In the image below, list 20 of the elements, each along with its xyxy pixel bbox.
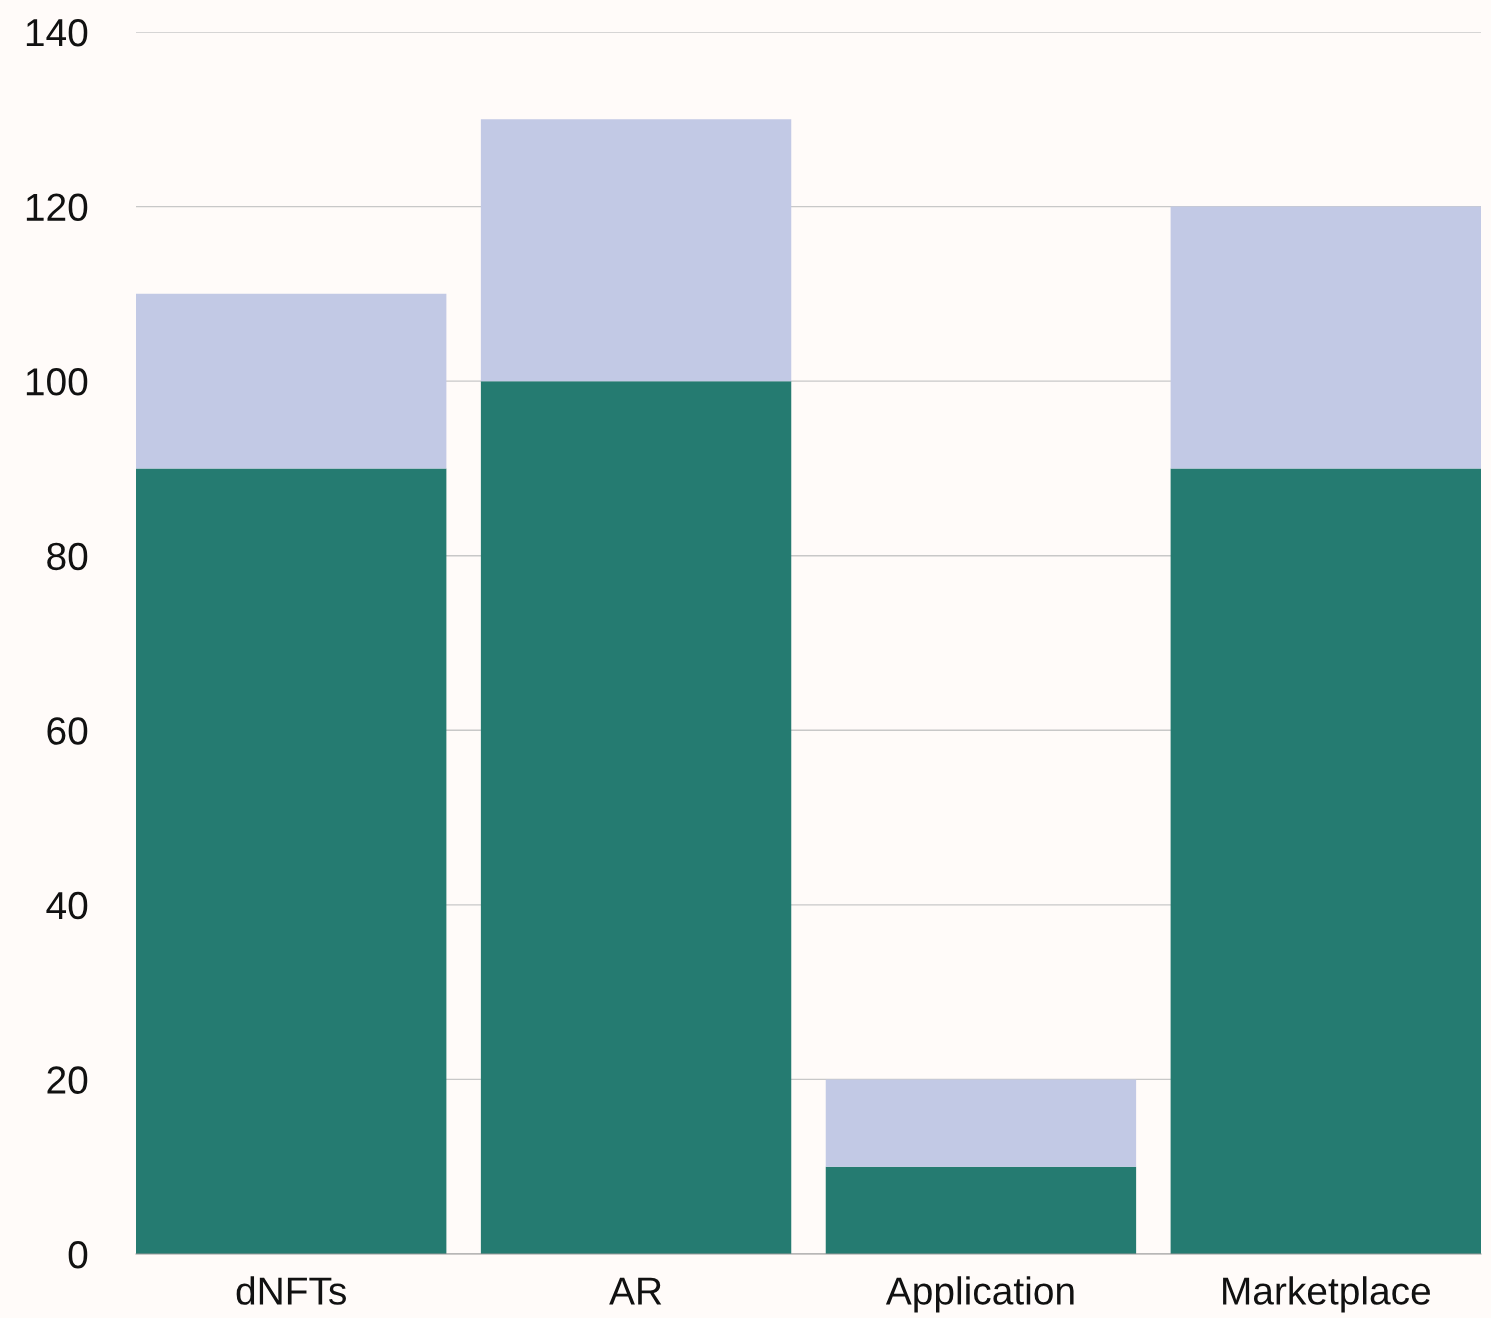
y-tick-label: 0 <box>68 1240 88 1269</box>
y-tick-label: 140 <box>26 18 88 47</box>
y-tick-label: 60 <box>47 717 88 745</box>
y-tick-label: 20 <box>47 1066 88 1094</box>
x-tick-label: Marketplace <box>1223 1276 1430 1313</box>
x-tick-label: AR <box>609 1277 662 1305</box>
x-tick-label: dNFTs <box>236 1276 346 1305</box>
bar <box>480 381 792 1254</box>
bar <box>1170 206 1481 469</box>
x-tick-label: Application <box>885 1276 1074 1313</box>
bar <box>136 468 447 1254</box>
y-tick-label: 120 <box>26 193 88 222</box>
bar <box>825 1166 1137 1254</box>
y-tick-label: 100 <box>26 368 88 396</box>
bar <box>136 293 447 469</box>
y-tick-label: 40 <box>46 891 88 920</box>
bar <box>825 1079 1137 1167</box>
y-tick-label: 80 <box>47 542 88 571</box>
bar <box>480 119 792 382</box>
bar <box>1170 468 1481 1254</box>
